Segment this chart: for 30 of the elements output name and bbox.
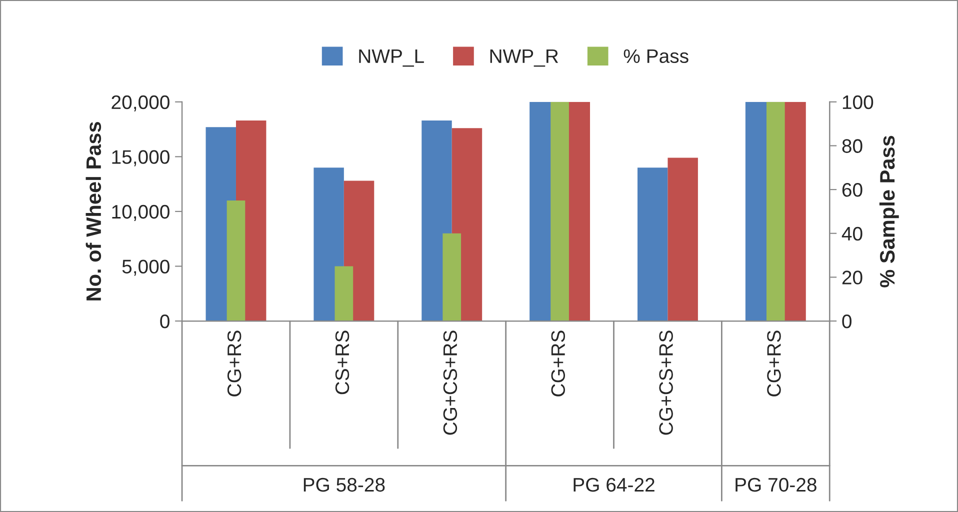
x-tick-label: CG+CS+RS <box>443 330 458 435</box>
y2-tick-label: 40 <box>842 226 862 241</box>
bar <box>226 200 246 322</box>
text: PG 64-22 <box>574 478 654 492</box>
y-tick-label: 10,000 <box>112 204 170 221</box>
bar <box>668 158 698 322</box>
y-tick-label: 5,000 <box>122 260 170 276</box>
bar <box>442 233 462 322</box>
legend-label: NWP_R <box>490 49 558 67</box>
y-tick-label: 20,000 <box>112 95 170 112</box>
x-tick-label: CG+RS <box>227 330 242 396</box>
x-tick-label: CG+RS <box>551 330 566 396</box>
y-tick-label: 15,000 <box>112 150 170 166</box>
x-tick-label: CS+RS <box>335 330 350 394</box>
x-tick-label: CG+RS <box>767 330 781 396</box>
y2-axis-title: % Sample Pass <box>879 136 899 288</box>
bar <box>334 266 354 322</box>
y-tick-label: 0 <box>160 314 170 328</box>
x-tick-label: CG+CS+RS <box>659 330 673 435</box>
bar <box>638 168 668 322</box>
text: PG 70-28 <box>736 478 816 492</box>
y2-tick-label: 100 <box>842 95 874 110</box>
y2-tick-label: 20 <box>842 270 862 284</box>
legend-label: % Pass <box>624 49 688 64</box>
y2-tick-label: 60 <box>842 183 862 197</box>
y-axis-title: No. of Wheel Pass <box>86 122 102 300</box>
y2-tick-label: 80 <box>842 139 862 153</box>
legend-label: NWP_L <box>359 49 424 67</box>
y2-tick-label: 0 <box>842 314 852 328</box>
text: PG 58-28 <box>304 478 385 492</box>
